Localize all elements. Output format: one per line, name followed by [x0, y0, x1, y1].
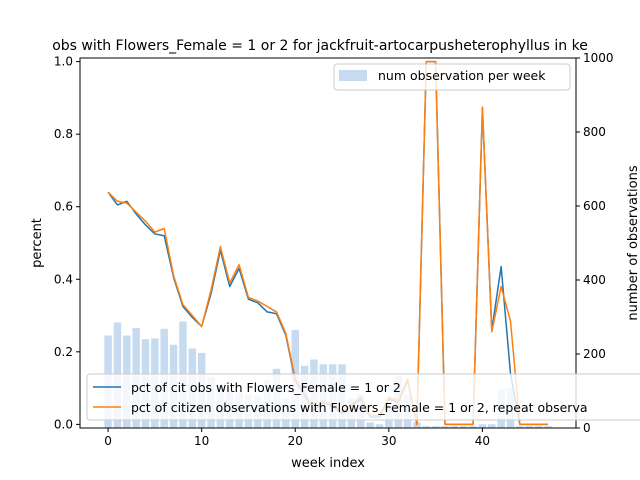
- bar-week-44: [516, 426, 524, 428]
- bar-week-28: [366, 422, 374, 428]
- bar-week-35: [431, 426, 440, 428]
- x-axis: 0 10 20 30 40: [104, 428, 490, 448]
- chart-title: obs with Flowers_Female = 1 or 2 for jac…: [52, 38, 588, 54]
- line-legend-frame: [86, 373, 640, 421]
- y-tick-label: 0.2: [54, 345, 73, 359]
- bar-week-38: [459, 426, 468, 428]
- y2-tick-label: 400: [583, 273, 606, 287]
- x-tick-label: 20: [288, 434, 303, 448]
- bar-week-37: [450, 426, 459, 428]
- y-axis-left: 0.0 0.2 0.4 0.6 0.8 1.0: [54, 55, 80, 431]
- bar-legend: num observation per week: [333, 63, 571, 91]
- bar-week-33: [413, 422, 421, 428]
- bar-week-47: [544, 426, 552, 428]
- bar-week-45: [525, 426, 533, 428]
- bar-week-36: [441, 426, 449, 428]
- bar-week-40: [478, 424, 487, 428]
- x-tick-label: 40: [475, 434, 490, 448]
- y2-tick-label: 600: [583, 199, 606, 213]
- bar-week-39: [469, 426, 477, 428]
- y-axis-right: 0 200 400 600 800 1000: [576, 51, 614, 435]
- x-axis-label: week index: [291, 456, 365, 471]
- y-tick-label: 0.8: [54, 127, 73, 141]
- y-tick-label: 1.0: [54, 55, 73, 69]
- bar-week-29: [375, 424, 384, 428]
- bar-legend-swatch: [339, 70, 367, 81]
- bar-legend-frame: [333, 63, 571, 91]
- x-tick-label: 0: [104, 434, 112, 448]
- line-legend-label-1: pct of cit obs with Flowers_Female = 1 o…: [131, 380, 401, 395]
- line-legend-label-2: pct of citizen observations with Flowers…: [131, 400, 588, 415]
- y2-tick-label: 1000: [583, 51, 614, 65]
- y2-axis-label: number of observations: [626, 165, 640, 320]
- line-legend: pct of cit obs with Flowers_Female = 1 o…: [86, 373, 640, 421]
- y2-tick-label: 0: [583, 421, 591, 435]
- y-tick-label: 0.4: [54, 272, 73, 286]
- y2-tick-label: 200: [583, 347, 606, 361]
- y-tick-label: 0.0: [54, 417, 73, 431]
- plot-frame: [79, 57, 577, 429]
- bar-week-41: [488, 424, 496, 428]
- bar-legend-label: num observation per week: [378, 68, 546, 83]
- y-tick-label: 0.6: [54, 200, 73, 214]
- bar-week-46: [534, 426, 543, 428]
- y2-tick-label: 800: [583, 125, 606, 139]
- x-tick-label: 30: [381, 434, 396, 448]
- x-tick-label: 10: [194, 434, 209, 448]
- y-axis-label: percent: [30, 218, 45, 268]
- bar-week-34: [422, 426, 431, 428]
